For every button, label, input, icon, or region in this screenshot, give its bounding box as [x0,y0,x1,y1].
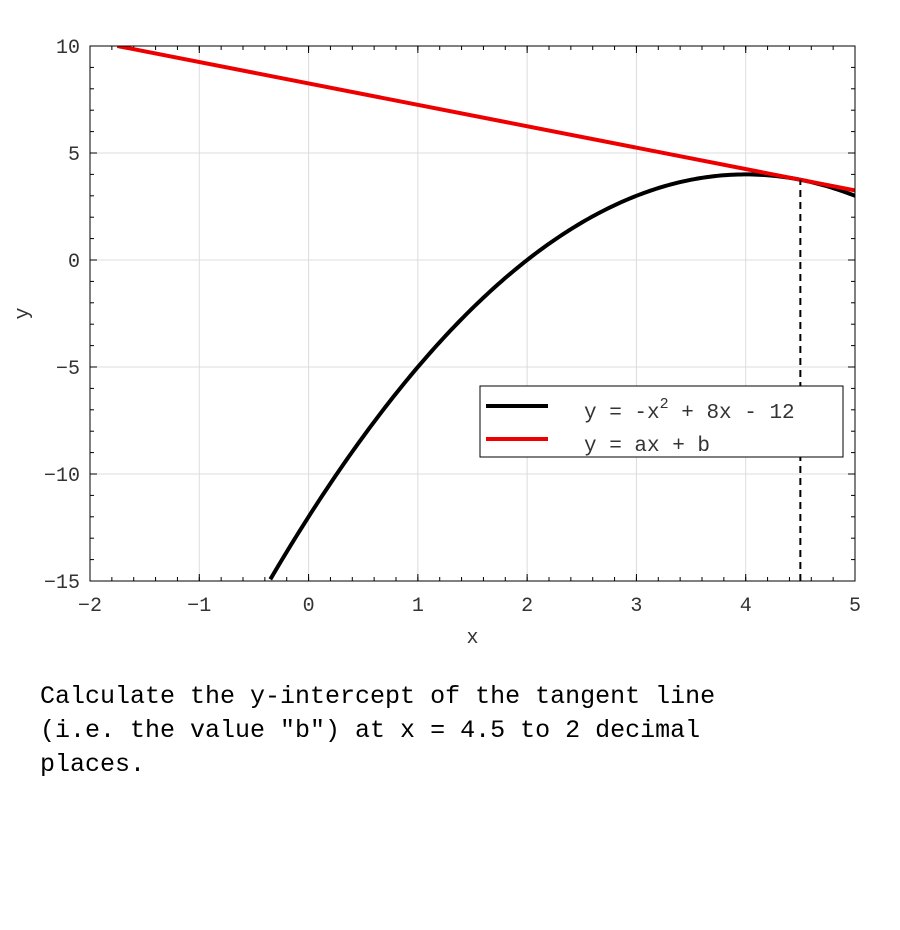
x-tick-label: 3 [630,595,642,618]
y-tick-label: 5 [68,144,80,167]
x-tick-label: 2 [521,595,533,618]
x-tick-label: 5 [849,595,861,618]
tangent-series-line [116,46,855,193]
plot-frame [89,45,856,582]
x-tick-label: 0 [303,595,315,618]
y-tick-label: −10 [44,465,80,488]
x-tick-label: −2 [78,595,102,618]
x-tick-label: 1 [412,595,424,618]
x-tick-label: 4 [740,595,752,618]
legend-entry-label: y = ax + b [584,435,710,458]
y-axis-label: y [12,307,35,319]
legend-box [479,385,844,458]
legend-entry-label: y = -x2 + 8x - 12 [584,396,795,425]
legend-entry-part: 2 [660,396,669,413]
x-tick-label: −1 [187,595,211,618]
legend-entry-part: y = ax + b [584,435,710,458]
x-axis-label: x [466,627,478,650]
parabola-series-line [268,172,855,581]
series [116,46,855,581]
question-text: Calculate the y-intercept of the tangent… [40,682,716,779]
y-tick-label: −15 [44,572,80,595]
grid [89,45,856,582]
y-tick-label: −5 [56,358,80,381]
legend-entry-part: y = -x [584,402,660,425]
y-tick-label: 0 [68,251,80,274]
legend-entry-part: + 8x - 12 [669,402,795,425]
legend: y = -x2 + 8x - 12 y = ax + b [479,385,844,458]
y-tick-label: 10 [56,37,80,60]
minor-ticks [89,45,856,582]
